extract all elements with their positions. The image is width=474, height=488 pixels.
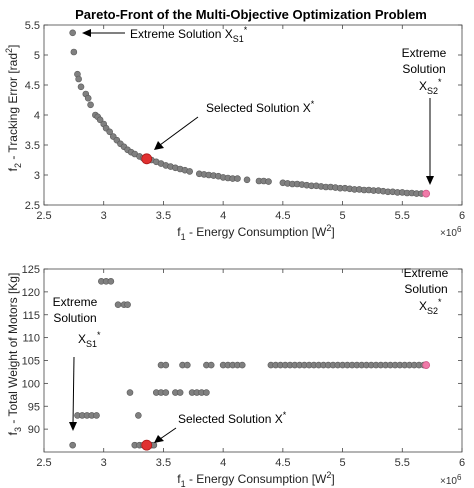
bot-data-point [184, 361, 191, 369]
top-xtick-label: 4 [220, 210, 226, 222]
bot-ytick-label: 125 [22, 264, 40, 276]
bottom-chart-highlights [141, 361, 431, 451]
bot-data-point [69, 441, 76, 449]
bot-xtick-label: 5 [340, 457, 346, 469]
svg-text:Solution: Solution [402, 62, 445, 76]
top-chart: Pareto-Front of the Multi-Objective Opti… [4, 7, 465, 242]
annotation-bottom-selected: Selected Solution X* [154, 410, 287, 443]
bot-xtick-label: 4.5 [275, 457, 290, 469]
top-ytick-label: 4 [34, 110, 40, 122]
top-ytick-label: 2.5 [25, 200, 40, 212]
top-ytick-label: 5 [34, 50, 40, 62]
top-data-point [234, 175, 241, 182]
bottom-chart: 2.5 3 3.5 4 4.5 5 5.5 6 90 95 100 105 110 115 120 125 f… [6, 264, 465, 488]
top-chart-ylabel: f2 - Tracking Error [rad2] [4, 45, 23, 172]
bot-ytick-label: 105 [22, 356, 40, 368]
bot-xtick-label: 4 [220, 457, 226, 469]
bot-ytick-label: 95 [28, 401, 40, 413]
bot-ytick-label: 90 [28, 424, 40, 436]
top-data-point [106, 128, 113, 136]
top-chart-x-multiplier: ×106 [440, 225, 462, 239]
svg-text:Selected Solution X*: Selected Solution X* [178, 410, 287, 426]
top-data-point [87, 101, 94, 109]
bot-xtick-label: 6 [459, 457, 465, 469]
svg-text:Selected Solution X*: Selected Solution X* [206, 99, 315, 115]
bot-ytick-label: 115 [22, 310, 40, 322]
top-chart-highlights [141, 153, 431, 198]
svg-text:Extreme: Extreme [53, 295, 98, 309]
top-highlight-extreme-s2 [422, 189, 431, 198]
bot-ytick-label: 110 [22, 333, 40, 345]
svg-text:Solution: Solution [53, 311, 96, 325]
bot-highlight-extreme-s2 [422, 361, 431, 369]
top-plot-frame [43, 24, 463, 206]
top-chart-xlabel: f1 - Energy Consumption [W2] [177, 223, 334, 242]
bot-data-point [93, 412, 100, 419]
bot-xtick-label: 3 [101, 457, 107, 469]
top-xtick-label: 4.5 [275, 210, 290, 222]
top-highlight-selected [141, 153, 153, 165]
bottom-chart-xlabel: f1 - Energy Consumption [W2] [177, 470, 334, 488]
top-data-point [84, 94, 92, 102]
svg-text:Solution: Solution [404, 282, 447, 296]
top-data-point [243, 176, 251, 184]
bot-ytick-label: 120 [22, 287, 40, 299]
bot-xtick-label: 3.5 [156, 457, 171, 469]
bot-data-point [135, 412, 142, 419]
top-ytick-label: 4.5 [25, 80, 40, 92]
top-xtick-label: 2.5 [36, 210, 51, 222]
bot-data-point [176, 389, 184, 396]
top-data-point [69, 29, 76, 37]
svg-text:XS2*: XS2* [419, 77, 442, 96]
top-data-point [96, 116, 104, 124]
bot-highlight-selected [141, 439, 153, 451]
annotation-bottom-extreme-s1: Extreme Solution XS1* [53, 295, 101, 431]
svg-text:Extreme: Extreme [402, 46, 447, 60]
top-xtick-label: 6 [459, 210, 465, 222]
annotation-extreme-s1: Extreme Solution XS1* [82, 25, 248, 44]
bot-ytick-label: 100 [22, 378, 40, 390]
bot-data-point [207, 361, 215, 369]
bot-data-point [162, 389, 170, 396]
bot-data-point [162, 361, 170, 369]
top-ytick-label: 5.5 [25, 20, 40, 32]
bot-data-point [114, 301, 122, 308]
bot-data-point [238, 361, 246, 369]
bot-xtick-label: 5.5 [395, 457, 410, 469]
svg-text:Extreme Solution XS1*: Extreme Solution XS1* [130, 25, 248, 44]
top-chart-axes: 2.5 3 3.5 4 4.5 5 5.5 6 2.5 3 3.5 4 4.5 5 5.5 [25, 20, 465, 222]
bottom-chart-x-multiplier: ×106 [440, 473, 462, 487]
top-ytick-label: 3.5 [25, 140, 40, 152]
bot-data-point [126, 389, 134, 396]
top-data-point [186, 168, 194, 175]
top-xtick-label: 5.5 [395, 210, 410, 222]
bottom-chart-axes: 2.5 3 3.5 4 4.5 5 5.5 6 90 95 100 105 110 115 120 125 [22, 264, 465, 469]
annotation-bottom-extreme-s2: Extreme Solution XS2* [404, 266, 449, 316]
bot-data-point [203, 389, 210, 396]
svg-text:Extreme: Extreme [404, 266, 449, 280]
bot-xtick-label: 2.5 [36, 457, 51, 469]
top-data-point [70, 48, 78, 56]
top-data-point [265, 178, 272, 185]
top-data-point [77, 83, 85, 91]
annotation-extreme-s2: Extreme Solution XS2* [402, 46, 447, 185]
svg-text:XS2*: XS2* [419, 297, 442, 316]
annotation-selected: Selected Solution X* [154, 99, 315, 150]
top-xtick-label: 3 [101, 210, 107, 222]
top-ytick-label: 3 [34, 170, 40, 182]
top-xtick-label: 3.5 [156, 210, 171, 222]
bot-data-point [107, 278, 115, 285]
svg-text:XS1*: XS1* [78, 330, 101, 349]
bot-data-point [124, 301, 131, 308]
top-chart-title: Pareto-Front of the Multi-Objective Opti… [75, 7, 427, 22]
bottom-chart-ylabel: f3 - Total Weight of Motors [Kg] [6, 273, 23, 436]
top-xtick-label: 5 [340, 210, 346, 222]
top-data-point [75, 75, 82, 83]
